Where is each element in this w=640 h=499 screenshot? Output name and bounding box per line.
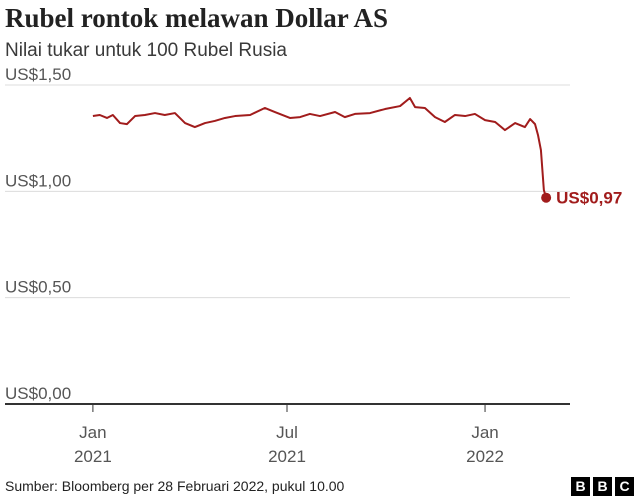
- y-tick-label: US$0,00: [5, 384, 71, 403]
- line: [92, 96, 548, 198]
- chart-subtitle: Nilai tukar untuk 100 Rubel Rusia: [5, 40, 287, 61]
- y-tick-label: US$1,50: [5, 65, 71, 84]
- chart: US$0,00 US$0,50 US$1,00 US$1,50 US$0,97: [5, 65, 622, 412]
- logo-letter: B: [571, 477, 590, 496]
- end-point: [541, 192, 552, 203]
- x-tick-label: Jul 2021: [268, 423, 306, 466]
- chart-title: Rubel rontok melawan Dollar AS: [5, 3, 389, 33]
- x-tick-label: Jan 2021: [73, 423, 112, 466]
- y-tick-label: US$1,00: [5, 171, 71, 190]
- logo-letter: B: [593, 477, 612, 496]
- logo-letter: C: [615, 477, 634, 496]
- value-label: US$0,97: [556, 189, 622, 208]
- y-tick-label: US$0,50: [5, 278, 71, 297]
- x-tick-label: Jan 2022: [466, 423, 504, 466]
- source-note: Sumber: Bloomberg per 28 Februari 2022, …: [5, 478, 345, 494]
